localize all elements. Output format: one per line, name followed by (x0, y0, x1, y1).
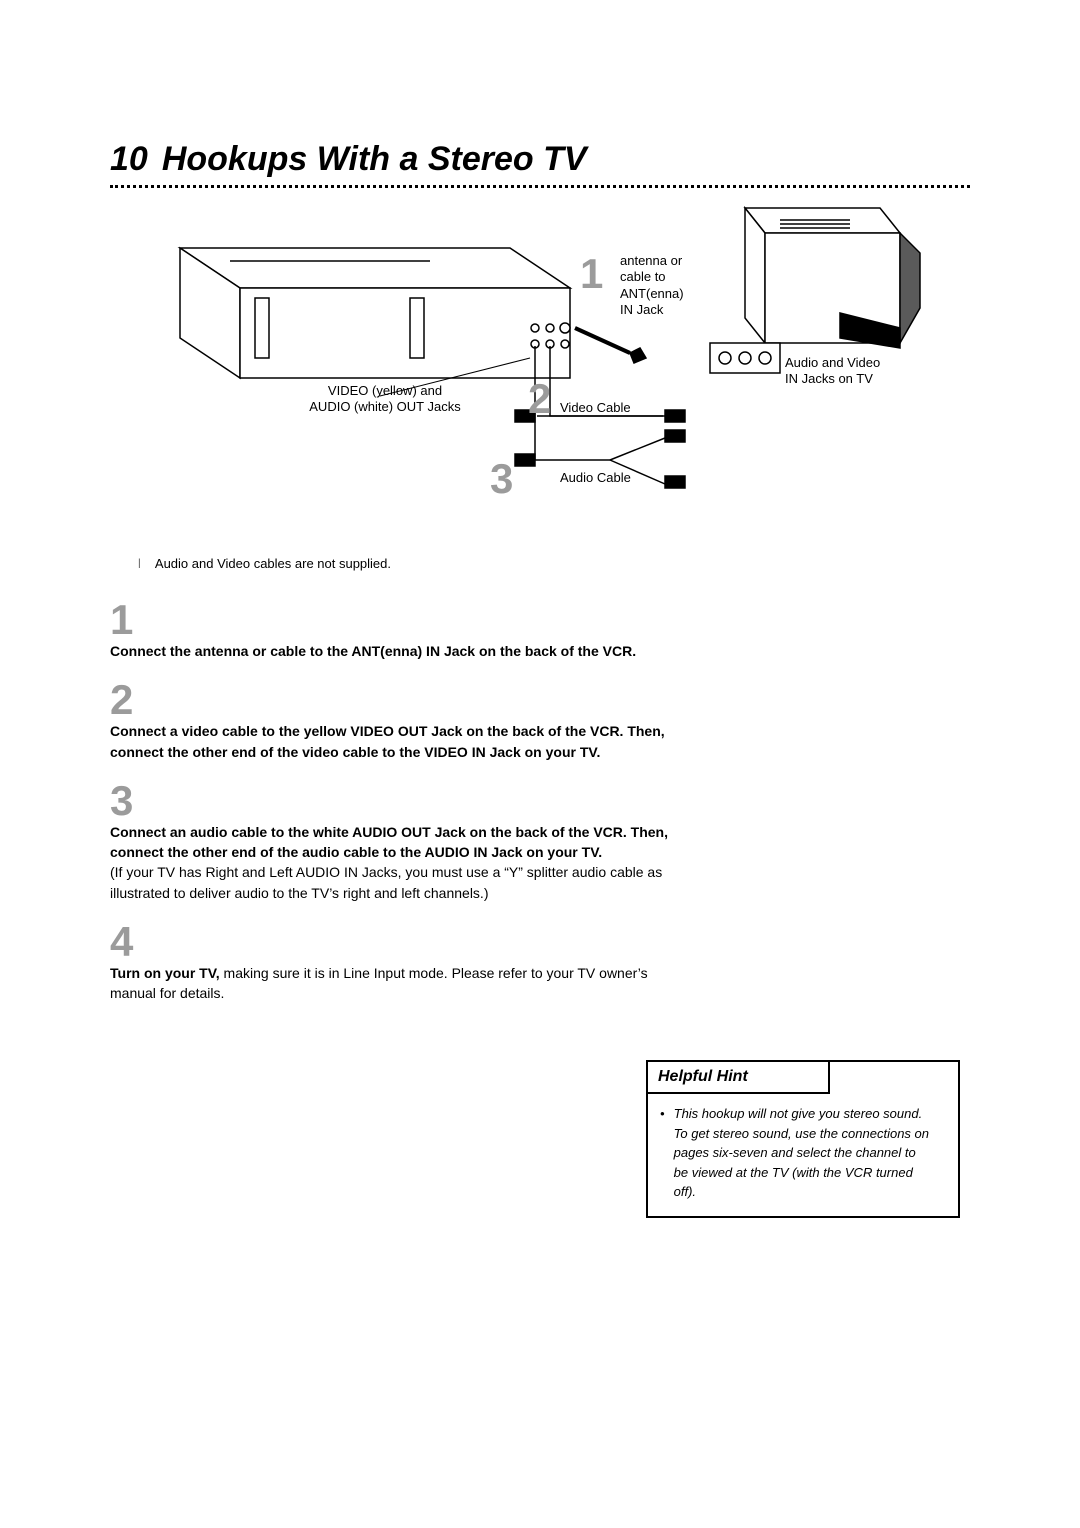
hookup-diagram: 1 2 3 antenna or cable to ANT(enna) IN J… (110, 198, 970, 548)
hint-title: Helpful Hint (646, 1060, 830, 1094)
page-title: Hookups With a Stereo TV (162, 140, 587, 179)
page: 10 Hookups With a Stereo TV (0, 0, 1080, 1528)
step-number: 2 (110, 679, 670, 721)
step-2: 2 Connect a video cable to the yellow VI… (110, 679, 670, 762)
step-bold: Turn on your TV, (110, 965, 220, 981)
diagram-step-number-1: 1 (580, 253, 603, 295)
title-row: 10 Hookups With a Stereo TV (110, 140, 970, 179)
label-out-jacks: VIDEO (yellow) and AUDIO (white) OUT Jac… (260, 383, 510, 416)
step-reg: (If your TV has Right and Left AUDIO IN … (110, 864, 662, 900)
helpful-hint-box: Helpful Hint • This hookup will not give… (646, 1060, 960, 1218)
step-number: 1 (110, 599, 670, 641)
hint-text: This hookup will not give you stereo sou… (674, 1104, 934, 1202)
step-number: 4 (110, 921, 670, 963)
dotted-rule (110, 185, 970, 188)
step-bold: Connect a video cable to the yellow VIDE… (110, 723, 665, 759)
hint-bullet: • (660, 1104, 670, 1124)
step-1: 1 Connect the antenna or cable to the AN… (110, 599, 670, 661)
step-bold: Connect the antenna or cable to the ANT(… (110, 643, 636, 659)
step-bold: Connect an audio cable to the white AUDI… (110, 824, 668, 860)
step-4: 4 Turn on your TV, making sure it is in … (110, 921, 670, 1004)
page-number: 10 (110, 140, 148, 179)
supply-note: l Audio and Video cables are not supplie… (110, 556, 970, 571)
steps-list: 1 Connect the antenna or cable to the AN… (110, 599, 670, 1004)
step-3: 3 Connect an audio cable to the white AU… (110, 780, 670, 903)
note-bullet: l (138, 556, 152, 571)
label-antenna: antenna or cable to ANT(enna) IN Jack (620, 253, 730, 318)
label-video-cable: Video Cable (560, 400, 631, 416)
label-audio-cable: Audio Cable (560, 470, 631, 486)
diagram-step-number-3: 3 (490, 458, 513, 500)
step-number: 3 (110, 780, 670, 822)
hint-body: • This hookup will not give you stereo s… (648, 1094, 958, 1216)
label-av-in-tv: Audio and Video IN Jacks on TV (785, 355, 955, 388)
diagram-step-number-2: 2 (528, 378, 551, 420)
note-text: Audio and Video cables are not supplied. (155, 556, 391, 571)
